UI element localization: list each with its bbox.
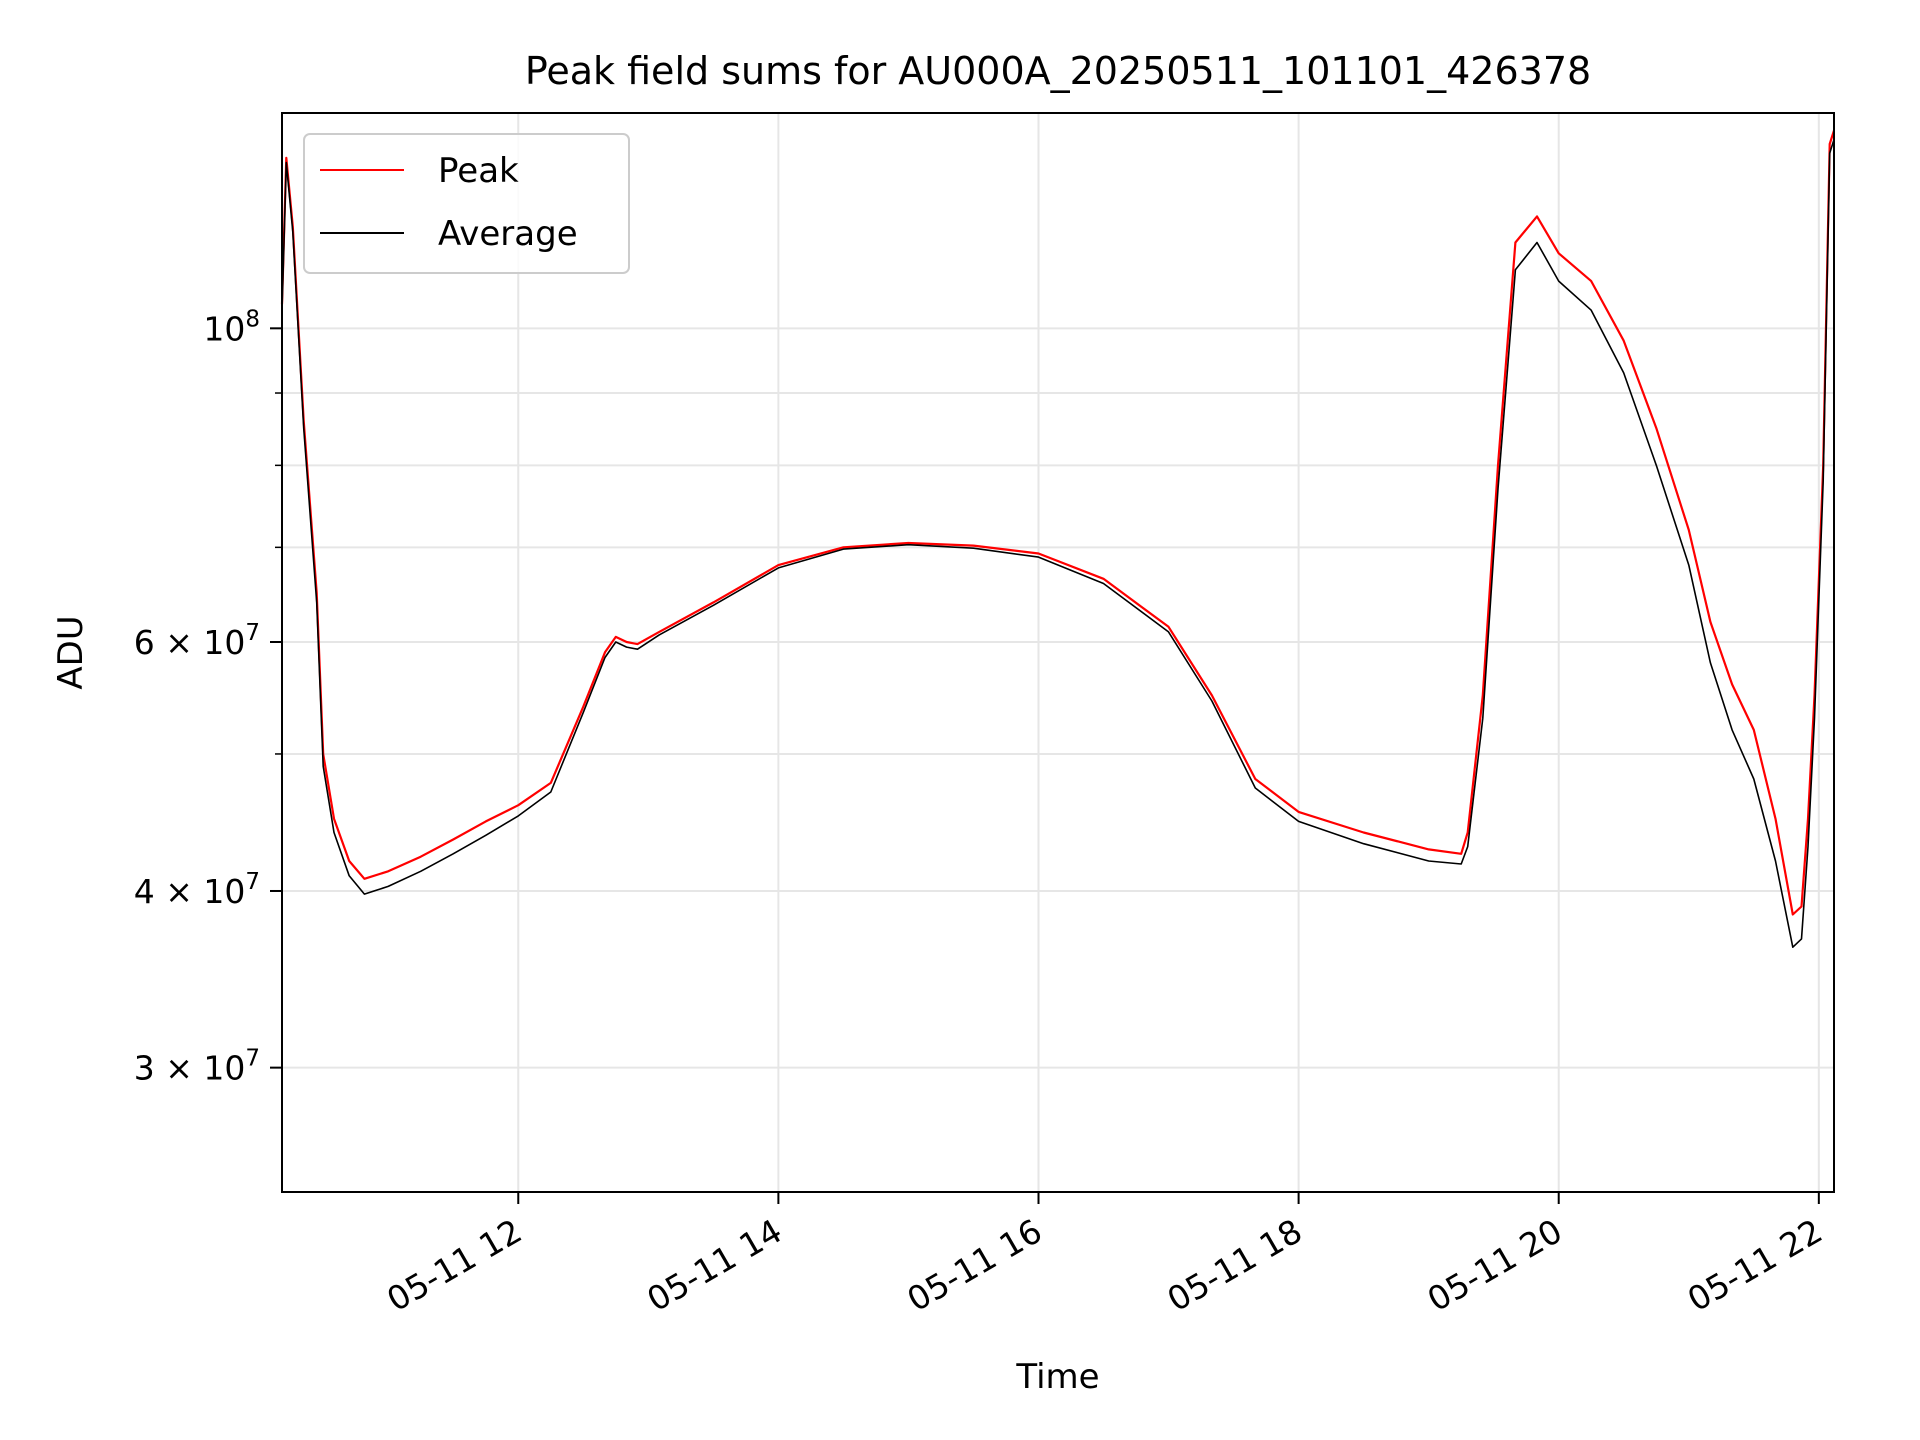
series-line-average xyxy=(281,139,1835,949)
legend-label-peak: Peak xyxy=(438,151,519,191)
y-tick-label: 6 × 107 xyxy=(134,620,260,662)
plot-area xyxy=(280,130,1836,949)
plot-frame xyxy=(281,112,1835,1193)
legend-label-average: Average xyxy=(438,214,578,254)
y-axis-label: ADU xyxy=(51,615,91,689)
y-tick-label: 3 × 107 xyxy=(134,1046,260,1088)
y-tick-label: 108 xyxy=(203,306,260,348)
legend-frame xyxy=(303,133,630,274)
legend: Peak Average xyxy=(303,133,630,274)
series-line-peak xyxy=(280,130,1836,916)
grid xyxy=(282,113,1834,1192)
chart-title: Peak field sums for AU000A_20250511_1011… xyxy=(525,49,1591,93)
x-axis-label: Time xyxy=(1015,1357,1099,1397)
y-tick-label: 4 × 107 xyxy=(134,869,260,911)
